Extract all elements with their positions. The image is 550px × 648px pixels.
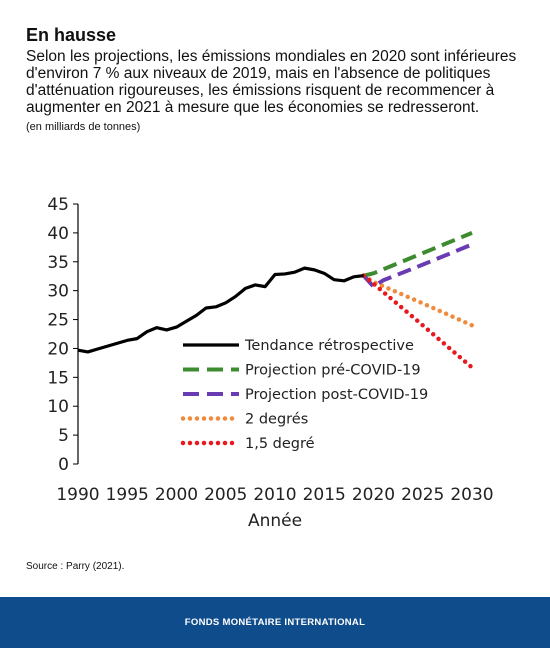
y-tick-label: 25: [47, 311, 69, 331]
x-tick-label: 1990: [56, 485, 99, 505]
y-tick-label: 15: [47, 368, 69, 388]
x-tick-label: 2020: [352, 485, 395, 505]
x-tick-label: 2005: [204, 485, 247, 505]
legend-label-1: Projection pré-COVID-19: [245, 363, 421, 379]
y-tick-label: 10: [47, 397, 69, 417]
legend: Tendance rétrospective Projection pré-COV…: [180, 338, 428, 452]
source-note: Source : Parry (2021).: [26, 561, 125, 572]
series-line-4: [361, 273, 475, 370]
legend-label-4: 1,5 degré: [245, 436, 315, 452]
y-tick-label: 40: [47, 224, 69, 244]
x-tick-label: 2015: [303, 485, 346, 505]
y-tick-label: 20: [47, 339, 69, 359]
x-axis-label: Année: [248, 511, 302, 531]
series-line-2: [362, 242, 473, 289]
x-tick-label: 2000: [155, 485, 198, 505]
legend-label-2: Projection post-COVID-19: [245, 387, 428, 403]
footer-brand: FONDS MONÉTAIRE INTERNATIONAL: [184, 617, 366, 628]
unit-label: (en milliards de tonnes): [26, 121, 141, 133]
series-line-0: [77, 266, 364, 354]
x-tick-label: 2025: [401, 485, 444, 505]
x-tick-label: 2010: [253, 485, 296, 505]
legend-label-3: 2 degrés: [245, 412, 308, 428]
chart-title: En hausse: [26, 25, 117, 45]
series-layer: [77, 231, 475, 370]
y-tick-label: 30: [47, 282, 69, 302]
y-tick-label: 45: [47, 195, 69, 215]
chart-header: En hausse Selon les projections, les émi…: [26, 24, 536, 134]
x-tick-label: 2030: [450, 485, 493, 505]
y-tick-label: 5: [58, 426, 69, 446]
legend-label-0: Tendance rétrospective: [244, 338, 414, 354]
footer-bar: FONDS MONÉTAIRE INTERNATIONAL: [0, 597, 550, 648]
chart-subtitle: Selon les projections, les émissions mon…: [26, 48, 517, 116]
series-line-1: [363, 231, 473, 278]
x-tick-label: 1995: [106, 485, 149, 505]
y-tick-label: 35: [47, 253, 69, 273]
y-tick-label: 0: [58, 455, 69, 475]
